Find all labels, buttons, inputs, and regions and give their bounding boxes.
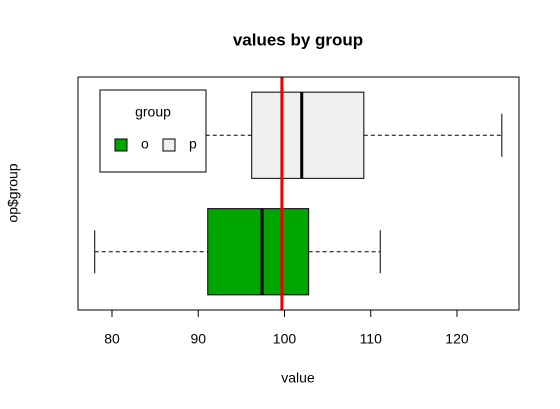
legend-title: group: [135, 104, 171, 120]
legend-swatch: [162, 138, 176, 152]
plot-frame: [77, 76, 520, 311]
x-tick-label: 90: [190, 331, 206, 347]
box: [251, 91, 365, 179]
legend-label: p: [189, 136, 197, 152]
legend-box: [99, 89, 207, 173]
x-axis-label: value: [281, 370, 315, 386]
legend-label: o: [141, 136, 149, 152]
x-tick-label: 100: [273, 331, 297, 347]
y-axis-label: op$group: [5, 163, 21, 222]
chart-title: values by group: [233, 30, 363, 49]
x-tick-label: 80: [104, 331, 120, 347]
x-tick-label: 110: [360, 331, 383, 347]
x-tick-label: 120: [445, 331, 469, 347]
legend-swatch: [114, 138, 128, 152]
box: [207, 208, 310, 296]
